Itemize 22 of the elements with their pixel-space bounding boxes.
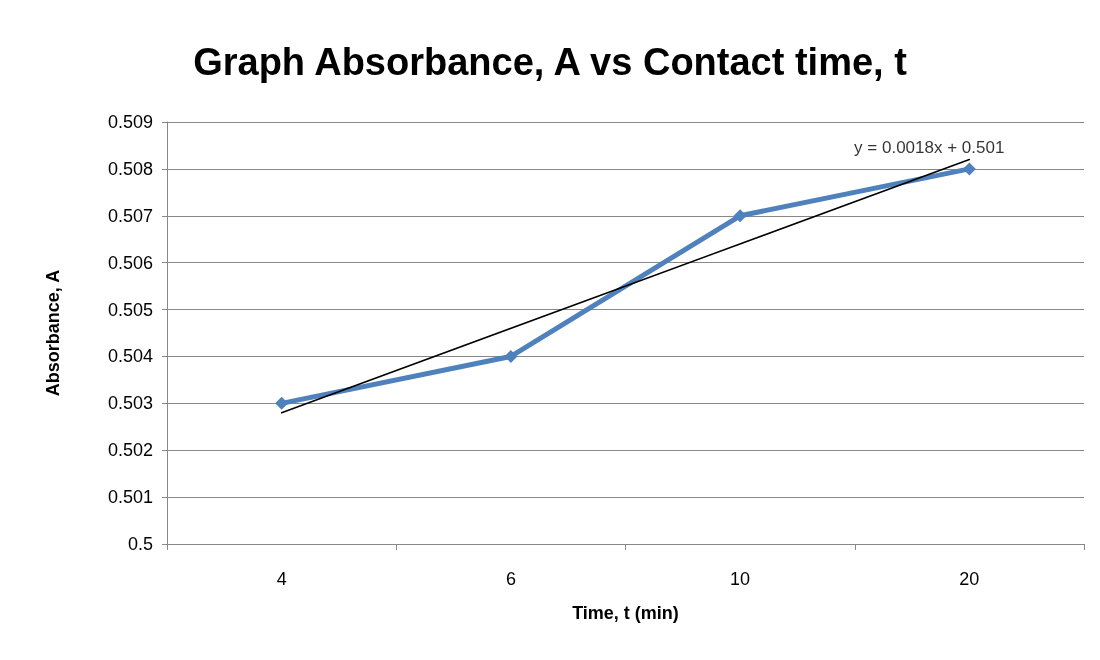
x-tick-label: 10 <box>730 569 751 589</box>
y-tick-label: 0.502 <box>107 440 153 461</box>
point <box>962 162 976 176</box>
y-tick-label: 0.503 <box>107 393 153 414</box>
x-tick-label: 4 <box>276 569 287 589</box>
point <box>275 396 289 410</box>
x-axis-title: Time, t (min) <box>572 603 679 623</box>
y-tick-label: 0.506 <box>107 252 153 273</box>
x-tick-label: 20 <box>959 569 980 589</box>
y-tick-label: 0.508 <box>107 158 153 179</box>
point <box>733 209 747 223</box>
chart-title: Graph Absorbance, A vs Contact time, t <box>193 41 908 83</box>
x-tick-label: 6 <box>505 569 516 589</box>
y-tick-label: 0.501 <box>107 487 153 508</box>
y-tick-label: 0.5 <box>127 534 153 554</box>
y-tick-label: 0.504 <box>107 346 153 367</box>
y-tick-label: 0.505 <box>107 299 153 320</box>
point <box>504 349 518 363</box>
y-tick-label: 0.507 <box>107 205 153 226</box>
y-tick-label: 0.509 <box>107 112 153 132</box>
y-axis-title: Absorbance, A <box>43 269 63 397</box>
annotation: y = 0.0018x + 0.501 <box>854 138 1005 158</box>
